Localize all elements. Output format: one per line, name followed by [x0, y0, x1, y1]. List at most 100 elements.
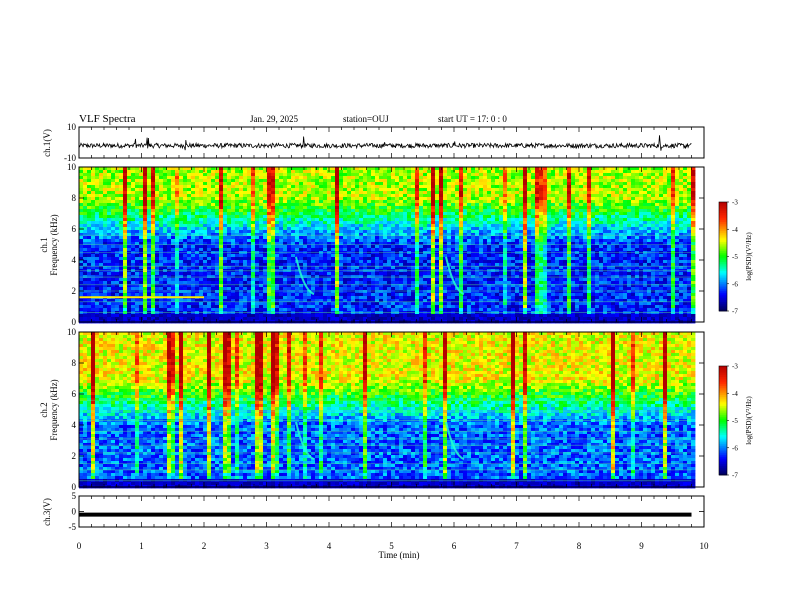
spectrogram-cell	[183, 191, 188, 195]
spectrogram-cell	[643, 191, 648, 195]
spectrogram-cell	[351, 260, 356, 264]
spectrogram-cell	[691, 188, 696, 192]
spectrogram-cell	[451, 251, 456, 255]
spectrogram-cell	[411, 242, 416, 246]
spectrogram-cell	[235, 242, 240, 246]
spectrogram-cell	[523, 209, 528, 213]
spectrogram-cell	[119, 218, 124, 222]
spectrogram-cell	[391, 191, 396, 195]
spectrogram-cell	[431, 233, 436, 237]
spectrogram-cell	[679, 257, 684, 261]
spectrogram-cell	[359, 182, 364, 186]
spectrogram-cell	[263, 215, 268, 219]
spectrogram-cell	[287, 236, 292, 240]
spectrogram-cell	[635, 197, 640, 201]
spectrogram-cell	[119, 194, 124, 198]
spectrogram-cell	[263, 200, 268, 204]
spectrogram-cell	[691, 248, 696, 252]
spectrogram-cell	[683, 254, 688, 258]
spectrogram-cell	[223, 251, 228, 255]
spectrogram-cell	[243, 242, 248, 246]
spectrogram-cell	[447, 215, 452, 219]
spectrogram-cell	[635, 182, 640, 186]
spectrogram-cell	[571, 212, 576, 216]
spectrogram-cell	[651, 248, 656, 252]
spectrogram-cell	[219, 245, 224, 249]
spectrogram-cell	[475, 197, 480, 201]
spectrogram-cell	[619, 212, 624, 216]
spectrogram-cell	[647, 212, 652, 216]
spectrogram-cell	[167, 251, 172, 255]
spectrogram-cell	[235, 224, 240, 228]
spectrogram-cell	[279, 212, 284, 216]
spectrogram-cell	[539, 188, 544, 192]
spectrogram-cell	[503, 221, 508, 225]
spectrogram-cell	[411, 212, 416, 216]
spectrogram-cell	[91, 203, 96, 207]
spectrogram-cell	[251, 167, 256, 171]
spectrogram-cell	[187, 176, 192, 180]
spectrogram-cell	[327, 182, 332, 186]
spectrogram-cell	[367, 209, 372, 213]
spectrogram-cell	[543, 188, 548, 192]
spectrogram-cell	[575, 221, 580, 225]
spectrogram-cell	[487, 191, 492, 195]
spectrogram-cell	[115, 212, 120, 216]
spectrogram-cell	[595, 209, 600, 213]
spectrogram-cell	[179, 230, 184, 234]
spectrogram-cell	[275, 254, 280, 258]
spectrogram-cell	[599, 224, 604, 228]
spectrogram-cell	[419, 191, 424, 195]
spectrogram-cell	[135, 260, 140, 264]
spectrogram-cell	[415, 206, 420, 210]
spectrogram-cell	[255, 260, 260, 264]
spectrogram-cell	[639, 179, 644, 183]
spectrogram-cell	[95, 182, 100, 186]
spectrogram-cell	[447, 254, 452, 258]
spectrogram-cell	[463, 212, 468, 216]
spectrogram-cell	[415, 227, 420, 231]
spectrogram-cell	[331, 224, 336, 228]
spectrogram-cell	[155, 188, 160, 192]
spectrogram-cell	[243, 218, 248, 222]
spectrogram-cell	[155, 242, 160, 246]
spectrogram-cell	[387, 230, 392, 234]
spectrogram-cell	[459, 227, 464, 231]
spectrogram-cell	[103, 182, 108, 186]
spectrogram-cell	[491, 173, 496, 177]
spectrogram-cell	[511, 212, 516, 216]
spectrogram-cell	[623, 227, 628, 231]
spectrogram-cell	[87, 254, 92, 258]
spectrogram-cell	[515, 194, 520, 198]
spectrogram-cell	[279, 179, 284, 183]
spectrogram-cell	[347, 209, 352, 213]
spectrogram-cell	[427, 188, 432, 192]
spectrogram-cell	[387, 182, 392, 186]
spectrogram-cell	[539, 233, 544, 237]
spectrogram-cell	[99, 203, 104, 207]
spectrogram-cell	[683, 236, 688, 240]
spectrogram-cell	[175, 197, 180, 201]
spectrogram-cell	[99, 227, 104, 231]
spectrogram-cell	[595, 206, 600, 210]
spectrogram-cell	[103, 257, 108, 261]
spectrogram-cell	[171, 170, 176, 174]
spectrogram-cell	[563, 248, 568, 252]
spectrogram-cell	[619, 200, 624, 204]
spectrogram-cell	[519, 248, 524, 252]
spectrogram-cell	[143, 197, 148, 201]
spectrogram-cell	[539, 221, 544, 225]
spectrogram-cell	[375, 251, 380, 255]
spectrogram-cell	[635, 203, 640, 207]
spectrogram-cell	[227, 233, 232, 237]
spectrogram-cell	[267, 263, 272, 267]
spectrogram-cell	[391, 224, 396, 228]
spectrogram-cell	[263, 248, 268, 252]
spectrogram-cell	[535, 218, 540, 222]
spectrogram-cell	[211, 254, 216, 258]
spectrogram-cell	[555, 248, 560, 252]
spectrogram-cell	[687, 254, 692, 258]
spectrogram-cell	[91, 263, 96, 267]
spectrogram-cell	[207, 233, 212, 237]
spectrogram-cell	[455, 260, 460, 264]
